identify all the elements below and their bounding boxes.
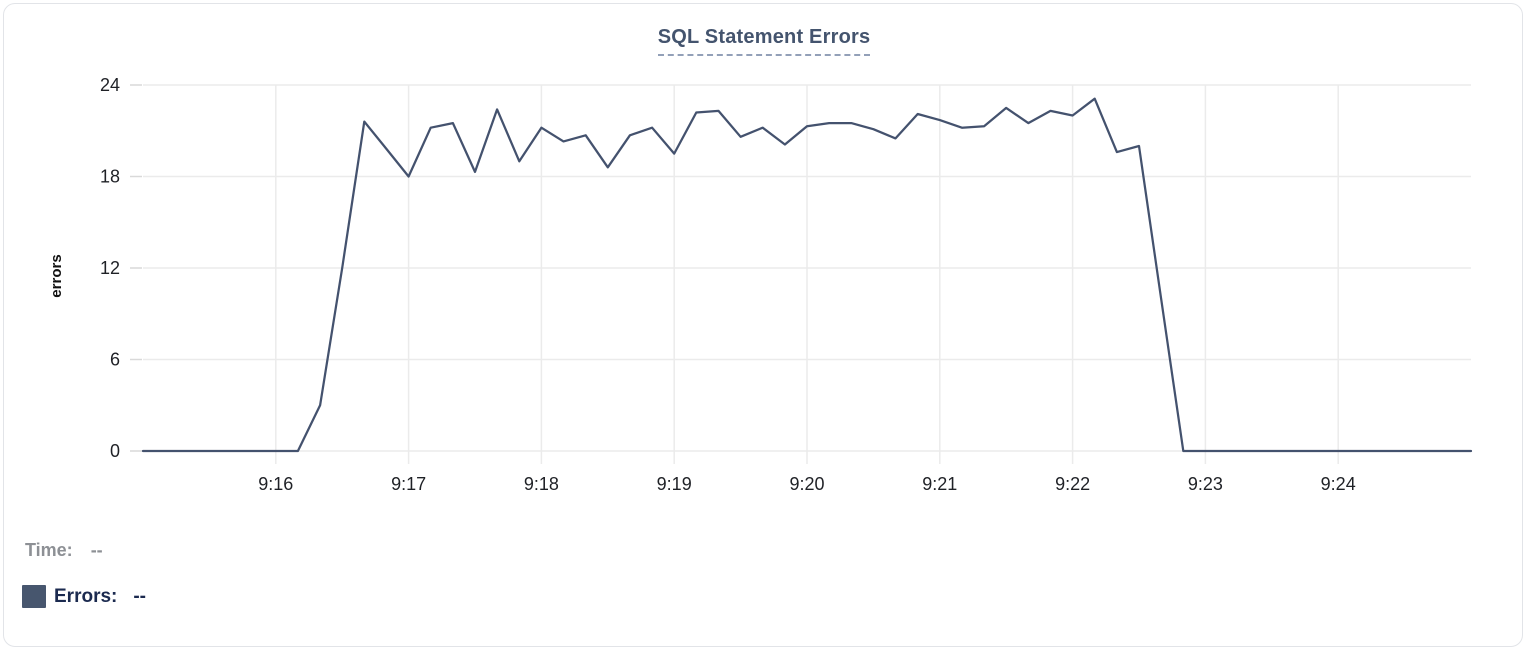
chart-card: [3, 3, 1523, 647]
x-tick-label: 9:19: [657, 474, 692, 494]
x-tick-label: 9:22: [1055, 474, 1090, 494]
y-tick-label: 12: [100, 258, 120, 278]
time-value: --: [90, 540, 103, 560]
y-tick-label: 0: [110, 441, 120, 461]
chart-title-link[interactable]: SQL Statement Errors: [657, 26, 871, 56]
x-tick-label: 9:20: [789, 474, 824, 494]
x-tick-label: 9:21: [922, 474, 957, 494]
time-readout: Time: --: [25, 540, 103, 561]
errors-value: --: [133, 585, 147, 607]
x-tick-label: 9:18: [524, 474, 559, 494]
legend-item-errors[interactable]: Errors: --: [22, 585, 146, 608]
errors-label: Errors:: [54, 585, 118, 607]
errors-series-line: [141, 97, 1473, 453]
x-tick-label: 9:23: [1188, 474, 1223, 494]
x-tick-label: 9:17: [391, 474, 426, 494]
chart-header: SQL Statement Errors: [0, 26, 1528, 56]
y-tick-label: 18: [100, 167, 120, 187]
y-tick-label: 24: [100, 75, 120, 95]
errors-series-swatch: [22, 585, 46, 608]
y-tick-label: 6: [110, 350, 120, 370]
time-label: Time:: [25, 540, 73, 560]
x-tick-label: 9:16: [258, 474, 293, 494]
x-tick-label: 9:24: [1321, 474, 1356, 494]
